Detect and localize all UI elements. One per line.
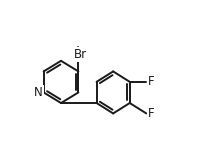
Text: F: F [148, 75, 154, 88]
Text: Br: Br [74, 48, 87, 61]
Text: N: N [34, 86, 43, 99]
Text: F: F [148, 107, 154, 120]
